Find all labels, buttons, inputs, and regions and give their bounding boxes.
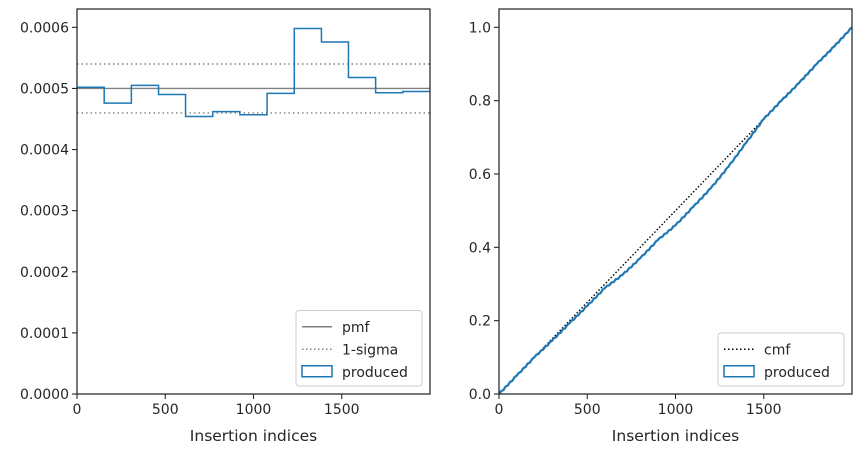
plot-panel-2: 0 500 1000 1500 0.0 0.2 0.4 0.6 0.8 1.0 Insertion … <box>469 8 853 445</box>
y-tick-label: 0.6 <box>469 167 491 183</box>
x-tick-label: 500 <box>574 402 601 418</box>
y-tick-label: 0.0006 <box>20 20 69 36</box>
x-axis-label: Insertion indices <box>612 427 739 445</box>
produced-histogram <box>77 27 430 118</box>
legend-label: produced <box>342 365 408 381</box>
y-tick-label: 0.0004 <box>20 143 69 159</box>
legend-handle-produced <box>723 365 755 378</box>
y-tick-label: 0.0 <box>469 387 491 403</box>
plot-area <box>499 26 852 394</box>
x-tick-label: 500 <box>152 402 179 418</box>
produced-cumulative-line <box>499 26 852 394</box>
legend-label: cmf <box>764 342 791 358</box>
legend-box <box>717 332 845 387</box>
y-tick-label: 0.0005 <box>20 81 69 97</box>
legend-label: produced <box>764 365 830 381</box>
legend: cmf produced <box>717 332 845 387</box>
x-tick-label: 1000 <box>658 402 694 418</box>
x-axis-label: Insertion indices <box>190 427 317 445</box>
y-tick-label: 0.0002 <box>20 265 69 281</box>
legend-label: pmf <box>342 320 371 336</box>
x-tick-label: 1500 <box>746 402 782 418</box>
legend-label: 1-sigma <box>342 342 398 358</box>
y-tick-label: 0.0003 <box>20 204 69 220</box>
y-tick-label: 0.8 <box>469 94 491 110</box>
y-tick-label: 0.0000 <box>20 387 69 403</box>
y-tick-label: 0.2 <box>469 314 491 330</box>
y-tick-label: 0.0001 <box>20 326 69 342</box>
x-tick-label: 0 <box>73 402 82 418</box>
plot-panel-1: 0 500 1000 1500 0.0000 0.0001 0.0002 0.0003 0.00… <box>20 8 431 445</box>
x-tick-label: 0 <box>495 402 504 418</box>
x-tick-label: 1500 <box>324 402 360 418</box>
legend: pmf 1-sigma produced <box>295 310 423 387</box>
y-tick-label: 1.0 <box>469 20 491 36</box>
y-tick-label: 0.4 <box>469 240 491 256</box>
x-tick-label: 1000 <box>236 402 272 418</box>
plot-area <box>77 27 430 118</box>
legend-box <box>295 310 423 387</box>
legend-handle-produced <box>301 365 333 378</box>
